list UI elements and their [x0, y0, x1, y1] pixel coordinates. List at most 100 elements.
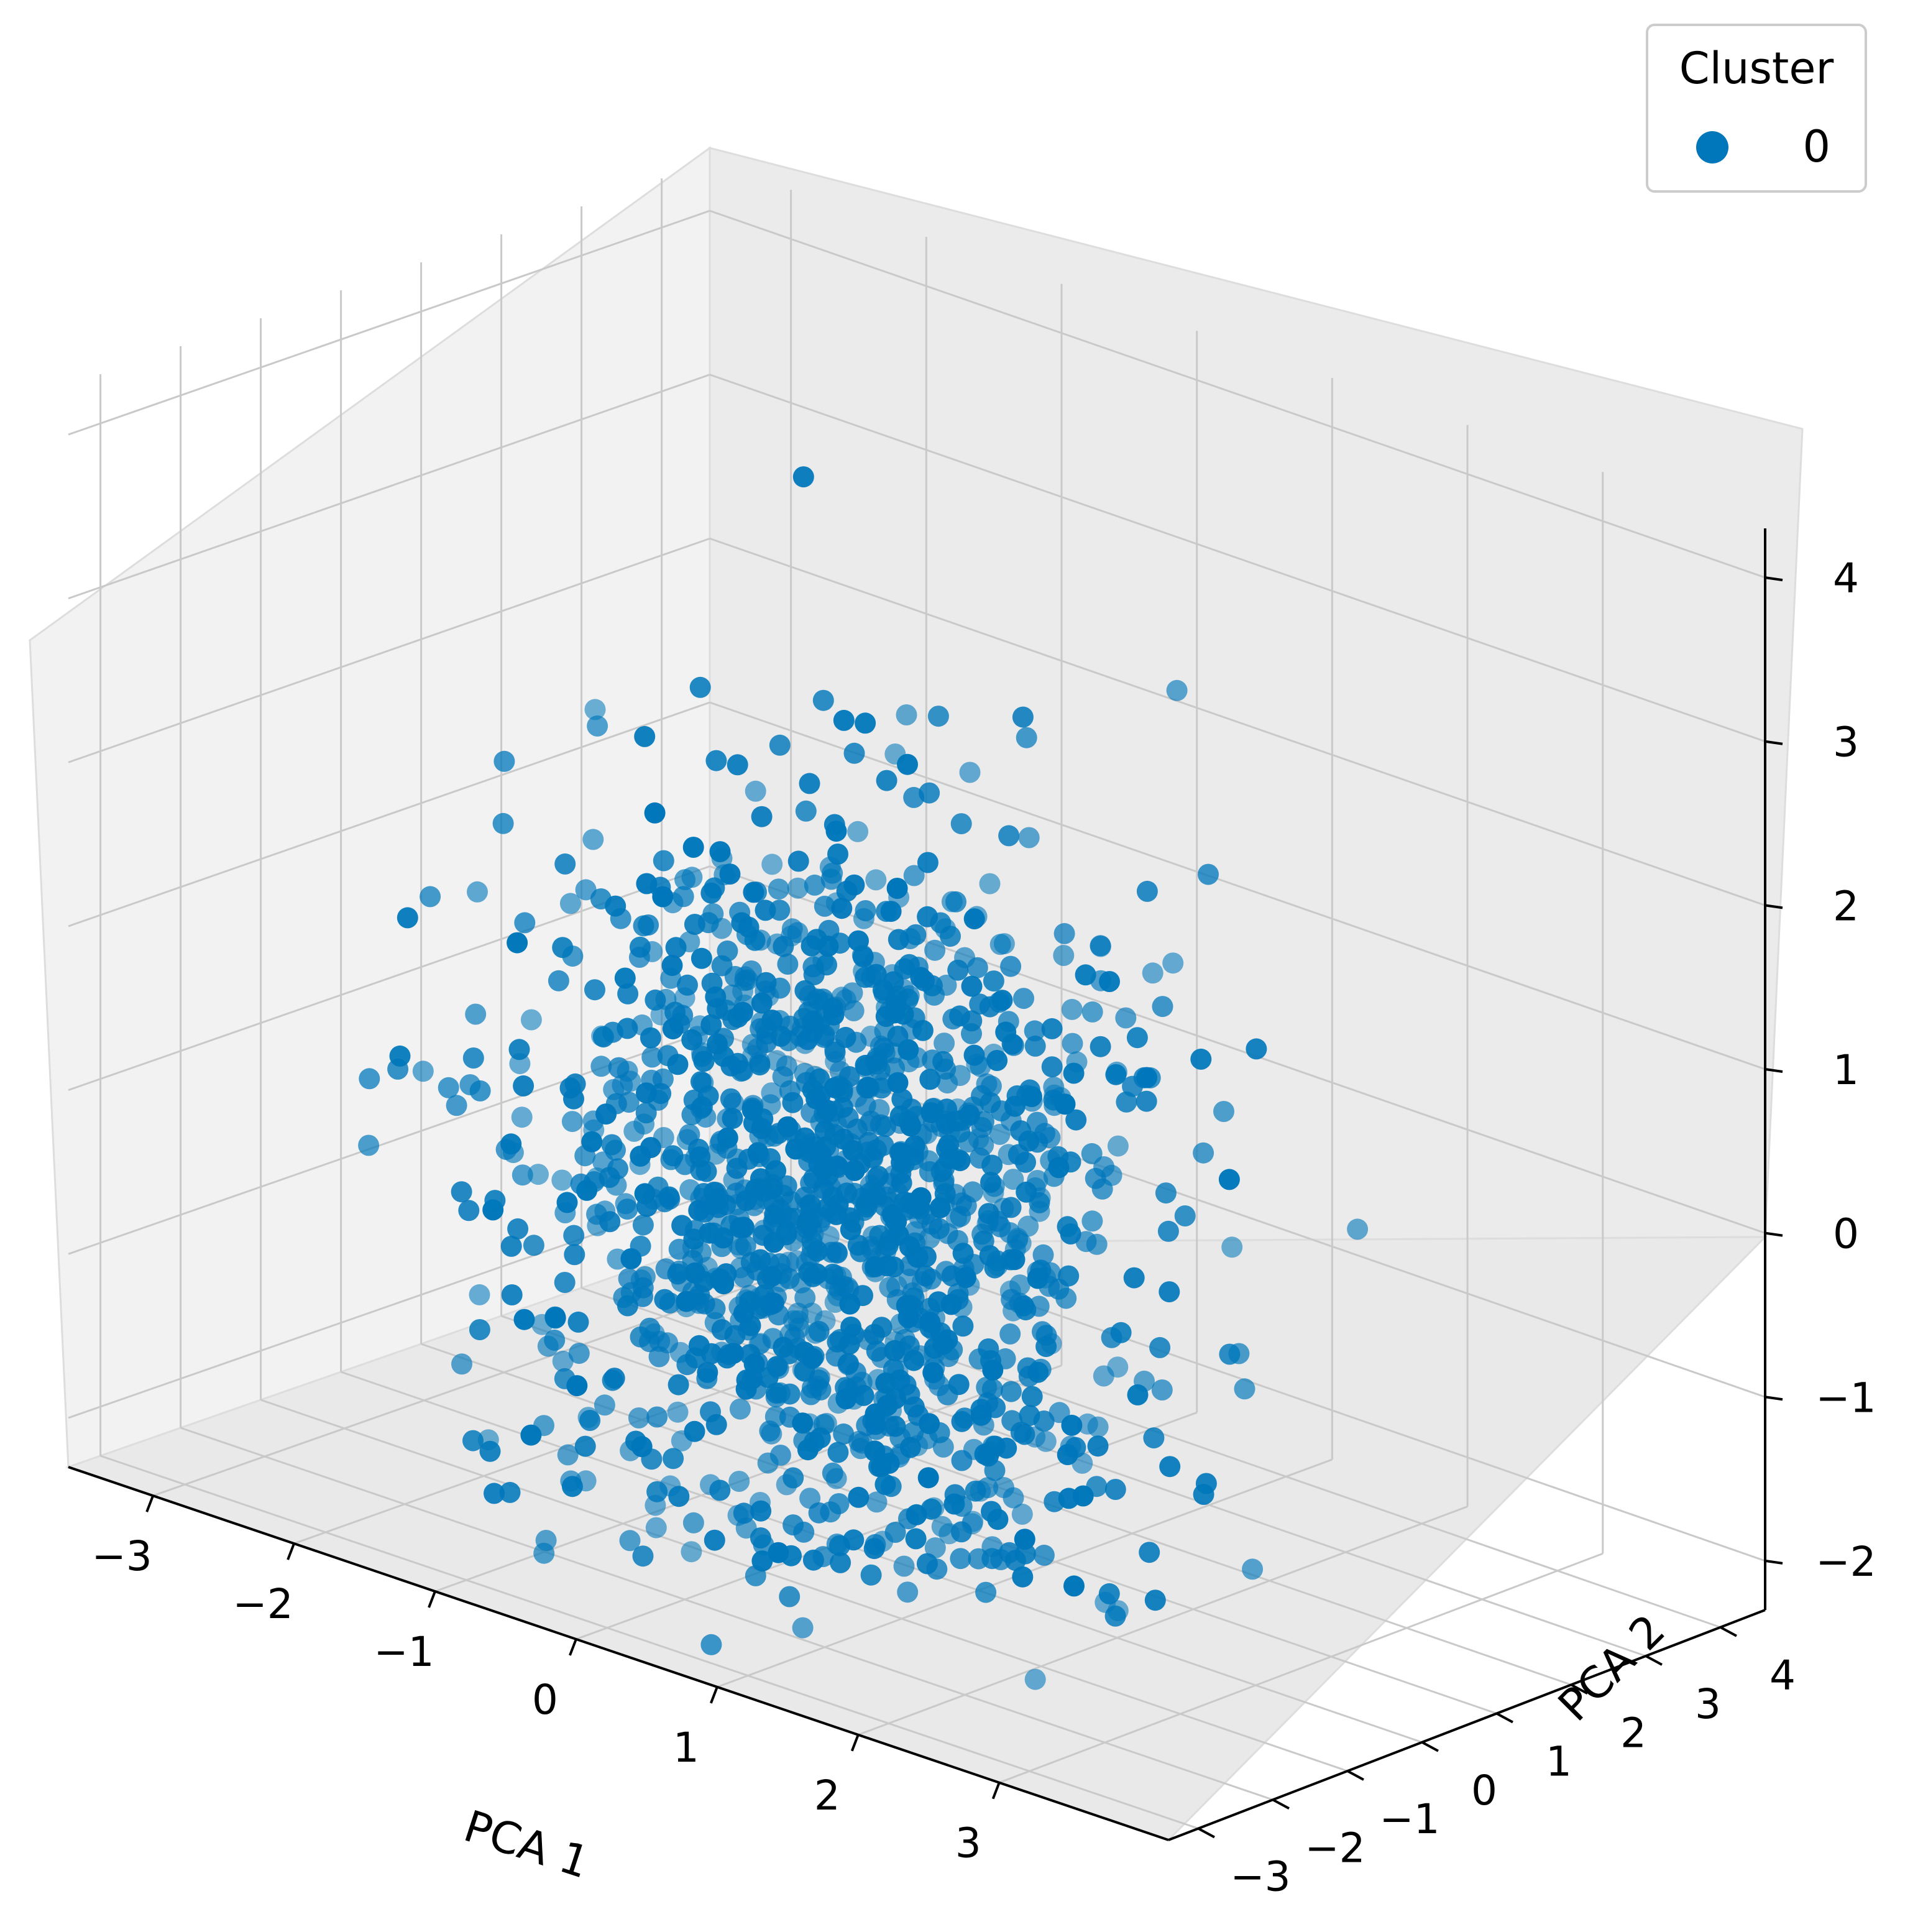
x-grid-floor [858, 1506, 1468, 1736]
scatter-point [617, 983, 639, 1005]
scatter-point [748, 1333, 770, 1355]
scatter-point [847, 1235, 869, 1256]
scatter-point [688, 1335, 710, 1356]
scatter-point [866, 1047, 888, 1069]
scatter-point [1095, 1591, 1116, 1613]
scatter-point [1090, 935, 1111, 957]
scatter-point [845, 1031, 867, 1053]
scatter-point [735, 1235, 756, 1256]
scatter-point [783, 1310, 804, 1332]
scatter-point [726, 1157, 748, 1179]
scatter-point [797, 1210, 819, 1231]
z-grid-left [68, 374, 710, 600]
scatter-point [1087, 1435, 1109, 1457]
scatter-point [753, 1220, 775, 1241]
scatter-point [700, 1634, 722, 1655]
scatter-point [927, 1291, 949, 1313]
scatter-point [899, 1384, 920, 1405]
scatter-point [1142, 962, 1163, 984]
z-grid-right [709, 865, 1766, 1235]
scatter-point [682, 1512, 704, 1534]
scatter-point [500, 1235, 522, 1257]
z-grid-left [68, 701, 710, 927]
scatter-point [697, 1361, 718, 1383]
scatter-point [979, 873, 1001, 895]
y-tick-label: 4 [1769, 1652, 1796, 1700]
scatter-point [943, 1493, 965, 1515]
scatter-point [768, 878, 789, 900]
scatter-point [1086, 1233, 1108, 1255]
scatter-point [827, 1242, 848, 1264]
scatter-point [1126, 1027, 1148, 1049]
scatter-point [924, 1343, 945, 1365]
scatter-point [979, 996, 1001, 1018]
scatter-point [1014, 1529, 1035, 1550]
scatter-point [1090, 970, 1112, 991]
scatter-point [618, 1268, 640, 1289]
scatter-point [1157, 1220, 1179, 1242]
scatter-point [751, 992, 773, 1014]
z-tick [1765, 1396, 1783, 1401]
scatter-point [451, 1353, 472, 1375]
scatter-point [1024, 1020, 1045, 1042]
scatter-point [1144, 1589, 1166, 1611]
y-tick-label: 0 [1471, 1767, 1497, 1815]
scatter-point [950, 813, 972, 835]
axes [68, 528, 1783, 1841]
scatter-point [608, 1057, 630, 1079]
scatter-point [1066, 1051, 1088, 1073]
scatter-point [1062, 1033, 1083, 1054]
scatter-point [705, 1143, 727, 1165]
scatter-point [833, 709, 855, 731]
scatter-point [576, 1179, 598, 1201]
scatter-point [1061, 1414, 1083, 1436]
scatter-point [623, 1120, 645, 1142]
scatter-point [998, 825, 1020, 847]
scatter-point [842, 1139, 864, 1161]
scatter-point [689, 676, 711, 698]
scatter-point [868, 1098, 890, 1120]
scatter-point [865, 869, 887, 891]
scatter-point [1081, 1001, 1103, 1023]
scatter-point [902, 1311, 924, 1333]
scatter-point [1011, 1503, 1033, 1525]
scatter-point [843, 1529, 865, 1551]
z-tick-label: 3 [1833, 719, 1859, 766]
scatter-point [544, 1329, 566, 1351]
scatter-point [628, 1407, 649, 1428]
scatter-point [663, 1448, 684, 1470]
scatter-point [867, 1369, 889, 1391]
x-tick [850, 1734, 860, 1752]
scatter-point [552, 1350, 574, 1372]
z-tick-label: 0 [1833, 1210, 1859, 1258]
scatter-point [824, 1038, 846, 1060]
scatter-point [792, 466, 814, 488]
scatter-point [1143, 1427, 1165, 1449]
x-tick-label: 3 [955, 1819, 981, 1867]
scatter-point [916, 1553, 938, 1575]
scatter-point [905, 1528, 927, 1550]
scatter-point [1213, 1101, 1234, 1122]
scatter-point [901, 1019, 922, 1040]
scatter-point [513, 1075, 535, 1097]
scatter-point [920, 1102, 942, 1123]
scatter-point [1093, 1365, 1114, 1387]
scatter-point [1000, 1197, 1022, 1218]
scatter-point [554, 1202, 576, 1223]
scatter-point [769, 734, 791, 756]
x-tick-label: 1 [673, 1724, 699, 1772]
scatter-point [644, 802, 666, 824]
scatter-point [947, 959, 969, 981]
scatter-point [665, 937, 687, 959]
scatter-point [1016, 727, 1037, 748]
scatter-point [681, 1541, 702, 1563]
scatter-point [744, 929, 766, 951]
scatter-point [645, 1494, 666, 1516]
scatter-point [801, 1237, 823, 1259]
scatter-point [898, 985, 920, 1006]
scatter-point [888, 1224, 909, 1246]
scatter-point [1040, 1150, 1062, 1171]
scatter-point [1104, 1479, 1126, 1500]
y-tick-label: −1 [1379, 1795, 1439, 1843]
